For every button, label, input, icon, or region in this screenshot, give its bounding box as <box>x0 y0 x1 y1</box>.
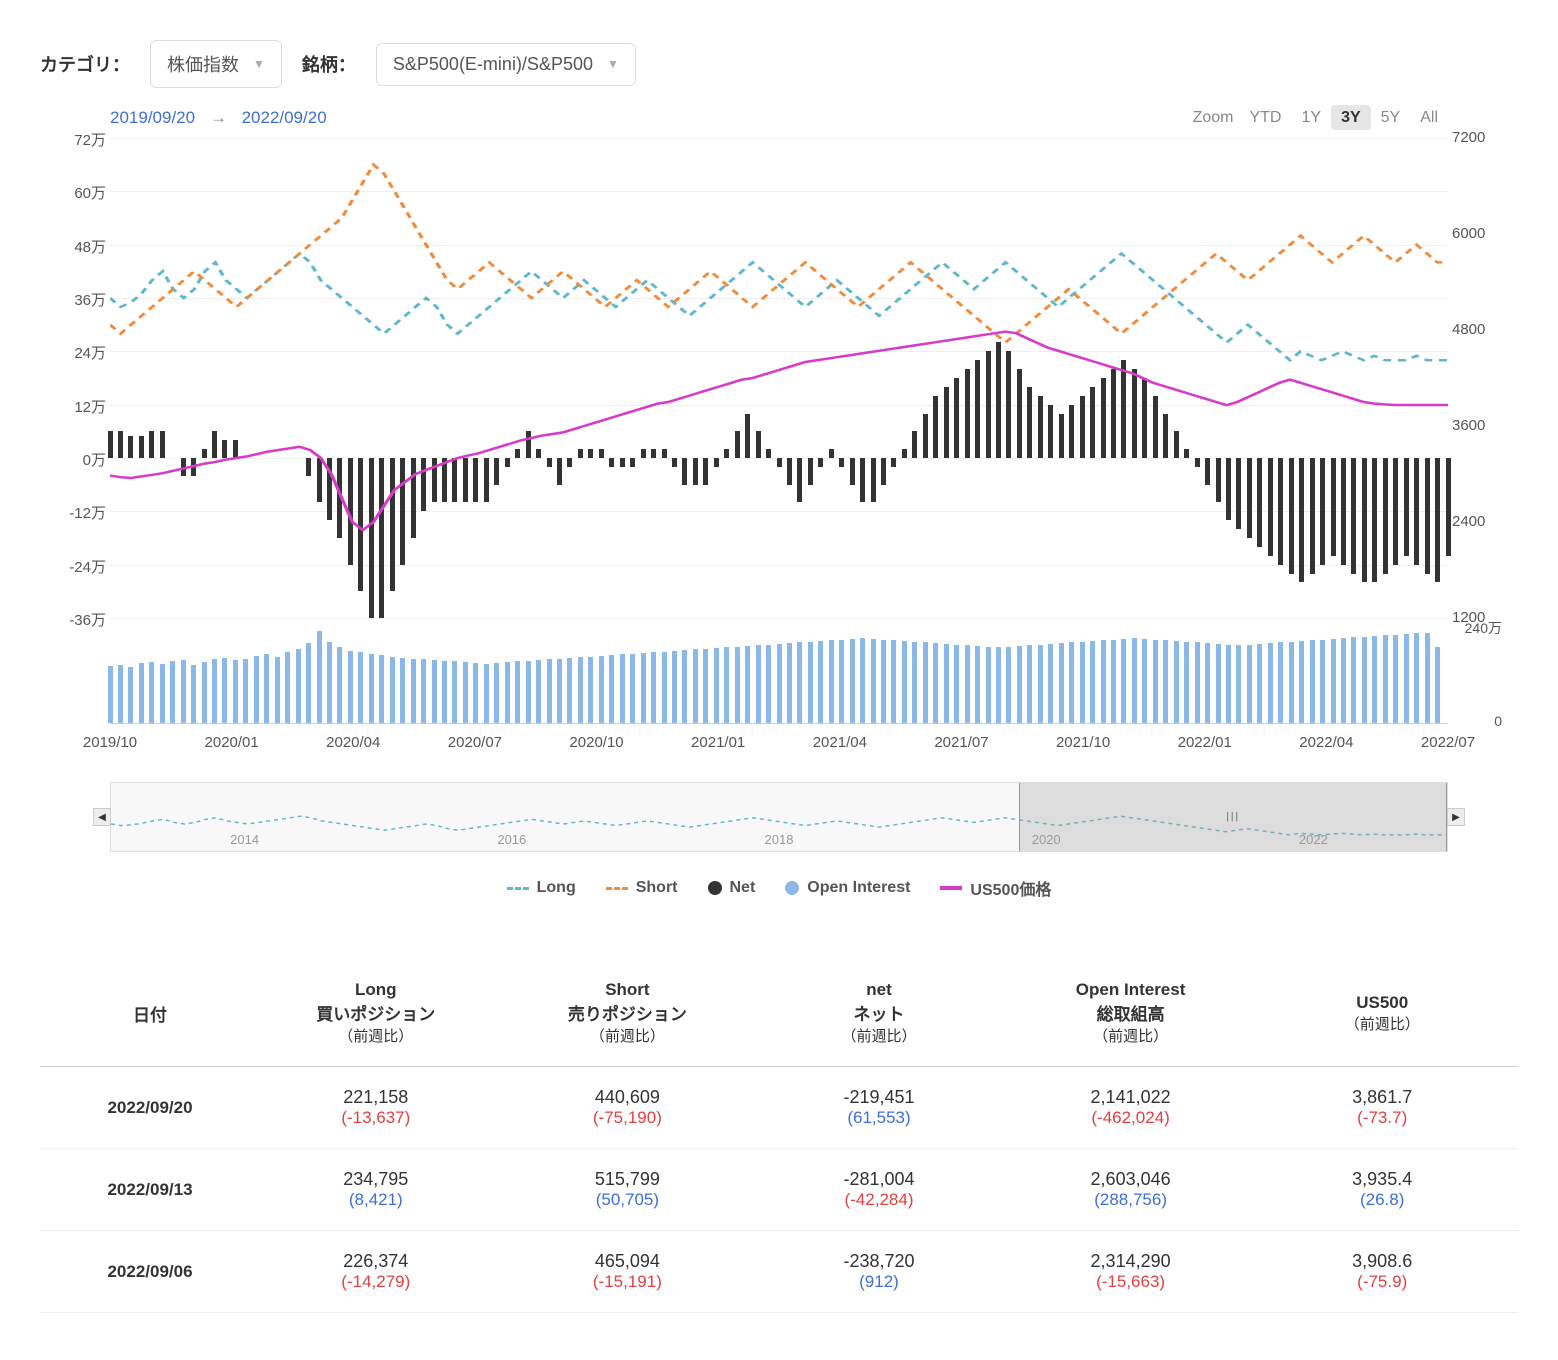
col-net: netネット（前週比） <box>753 980 1005 1046</box>
row-us500: 3,861.7(-73.7) <box>1256 1087 1508 1128</box>
arrow-icon: → <box>210 108 227 127</box>
row-date: 2022/09/06 <box>50 1262 250 1282</box>
legend-short[interactable]: Short <box>606 876 678 900</box>
col-date: 日付 <box>50 1001 250 1026</box>
category-label: カテゴリ： <box>40 51 130 77</box>
zoom-all[interactable]: All <box>1410 105 1448 130</box>
zoom-label: Zoom <box>1193 109 1234 127</box>
legend-net[interactable]: Net <box>708 876 756 900</box>
row-short: 440,609(-75,190) <box>502 1087 754 1128</box>
symbol-select[interactable]: S&P500(E-mini)/S&P500 ▼ <box>376 43 636 86</box>
chevron-down-icon: ▼ <box>607 57 619 71</box>
col-us500: US500（前週比） <box>1256 993 1508 1034</box>
drag-handle-icon: ||| <box>1226 812 1240 823</box>
date-from: 2019/09/20 <box>110 108 195 127</box>
symbol-value: S&P500(E-mini)/S&P500 <box>393 54 593 75</box>
date-range[interactable]: 2019/09/20 → 2022/09/20 <box>110 108 327 128</box>
row-oi: 2,603,046(288,756) <box>1005 1169 1257 1210</box>
main-chart[interactable]: -36万-24万-12万0万12万24万36万48万60万72万 1200240… <box>110 138 1448 618</box>
date-to: 2022/09/20 <box>242 108 327 127</box>
row-short: 515,799(50,705) <box>502 1169 754 1210</box>
row-us500: 3,908.6(-75.9) <box>1256 1251 1508 1292</box>
row-oi: 2,314,290(-15,663) <box>1005 1251 1257 1292</box>
filter-controls: カテゴリ： 株価指数 ▼ 銘柄： S&P500(E-mini)/S&P500 ▼ <box>40 40 1518 88</box>
open-interest-chart[interactable]: 240万 0 <box>110 624 1448 724</box>
zoom-3y[interactable]: 3Y <box>1331 105 1371 130</box>
row-oi: 2,141,022(-462,024) <box>1005 1087 1257 1128</box>
y-axis-left: -36万-24万-12万0万12万24万36万48万60万72万 <box>56 138 106 618</box>
category-value: 株価指数 <box>167 51 239 77</box>
navigator[interactable]: ◀ ▶ 20142016201820202022 ||| <box>110 782 1448 852</box>
legend-us500価格[interactable]: US500価格 <box>940 876 1051 900</box>
navigator-selection[interactable]: ||| <box>1019 783 1447 851</box>
col-short: Short売りポジション（前週比） <box>502 980 754 1046</box>
oi-tick-bottom: 0 <box>1494 713 1502 729</box>
row-date: 2022/09/20 <box>50 1098 250 1118</box>
data-table: 日付 Long買いポジション（前週比） Short売りポジション（前週比） ne… <box>40 960 1518 1313</box>
x-axis: 2019/102020/012020/042020/072020/102021/… <box>110 734 1448 758</box>
zoom-controls: Zoom YTD1Y3Y5YAll <box>1193 109 1448 127</box>
row-long: 226,374(-14,279) <box>250 1251 502 1292</box>
row-us500: 3,935.4(26.8) <box>1256 1169 1508 1210</box>
zoom-ytd[interactable]: YTD <box>1239 105 1291 130</box>
zoom-5y[interactable]: 5Y <box>1371 105 1411 130</box>
row-short: 465,094(-15,191) <box>502 1251 754 1292</box>
row-long: 234,795(8,421) <box>250 1169 502 1210</box>
legend-long[interactable]: Long <box>507 876 576 900</box>
row-long: 221,158(-13,637) <box>250 1087 502 1128</box>
row-net: -219,451(61,553) <box>753 1087 1005 1128</box>
chart-container: 2019/09/20 → 2022/09/20 Zoom YTD1Y3Y5YAl… <box>40 108 1518 900</box>
category-select[interactable]: 株価指数 ▼ <box>150 40 282 88</box>
chevron-down-icon: ▼ <box>253 57 265 71</box>
symbol-label: 銘柄： <box>302 51 356 77</box>
legend-open-interest[interactable]: Open Interest <box>785 876 910 900</box>
chart-lines <box>110 138 1448 618</box>
zoom-1y[interactable]: 1Y <box>1291 105 1331 130</box>
chart-header: 2019/09/20 → 2022/09/20 Zoom YTD1Y3Y5YAl… <box>110 108 1448 128</box>
nav-left-button[interactable]: ◀ <box>93 808 111 826</box>
col-long: Long買いポジション（前週比） <box>250 980 502 1046</box>
oi-tick-top: 240万 <box>1465 618 1502 638</box>
y-axis-right: 120024003600480060007200 <box>1452 138 1502 618</box>
col-oi: Open Interest総取組高（前週比） <box>1005 980 1257 1046</box>
row-net: -238,720(912) <box>753 1251 1005 1292</box>
table-row: 2022/09/06226,374(-14,279)465,094(-15,19… <box>40 1231 1518 1313</box>
chart-legend: Long Short Net Open Interest US500価格 <box>40 876 1518 900</box>
nav-right-button[interactable]: ▶ <box>1447 808 1465 826</box>
table-row: 2022/09/13234,795(8,421)515,799(50,705)-… <box>40 1149 1518 1231</box>
row-date: 2022/09/13 <box>50 1180 250 1200</box>
table-row: 2022/09/20221,158(-13,637)440,609(-75,19… <box>40 1067 1518 1149</box>
table-header: 日付 Long買いポジション（前週比） Short売りポジション（前週比） ne… <box>40 960 1518 1067</box>
row-net: -281,004(-42,284) <box>753 1169 1005 1210</box>
